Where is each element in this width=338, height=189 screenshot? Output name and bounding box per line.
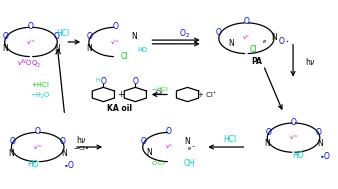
Text: $\mathit{v}^{iv}$: $\mathit{v}^{iv}$ <box>110 37 120 47</box>
Text: $\mathit{v}^{v}$: $\mathit{v}^{v}$ <box>242 34 251 42</box>
Text: $-$H$_2$O: $-$H$_2$O <box>30 91 51 101</box>
Text: O: O <box>112 22 118 31</box>
Text: $\mathit{v}^{iv}$: $\mathit{v}^{iv}$ <box>289 133 298 142</box>
Text: O: O <box>265 128 271 137</box>
Text: N: N <box>229 39 235 48</box>
Text: $\bullet$: $\bullet$ <box>285 39 289 44</box>
Text: O: O <box>291 118 296 127</box>
Text: O$_2$: O$_2$ <box>155 88 164 97</box>
Text: + Cl: + Cl <box>198 91 213 98</box>
Text: $\mathit{v}^{IV}$OQ$_2$: $\mathit{v}^{IV}$OQ$_2$ <box>17 57 41 70</box>
Text: O: O <box>87 32 93 41</box>
Text: $\mathit{v}^{v}$: $\mathit{v}^{v}$ <box>165 143 173 151</box>
Text: O: O <box>132 77 138 86</box>
Text: N: N <box>271 33 277 42</box>
Text: N: N <box>184 137 190 146</box>
Text: O: O <box>166 127 172 136</box>
Text: $\bullet$: $\bullet$ <box>212 90 216 95</box>
Text: KA oil: KA oil <box>107 104 132 113</box>
Text: Cl: Cl <box>120 52 128 61</box>
Text: O$\cdot$Cl: O$\cdot$Cl <box>151 159 165 167</box>
Text: H: H <box>95 78 99 83</box>
Text: OH: OH <box>184 159 195 168</box>
Text: h$\nu$: h$\nu$ <box>76 134 87 145</box>
Text: N: N <box>146 148 152 157</box>
Text: O: O <box>60 137 66 146</box>
Text: N: N <box>317 139 323 148</box>
Text: PA: PA <box>251 57 263 66</box>
Text: N: N <box>131 32 137 41</box>
Text: O: O <box>316 128 322 137</box>
Text: N: N <box>8 149 14 158</box>
Text: HO: HO <box>137 47 147 53</box>
Text: HCl: HCl <box>56 29 70 38</box>
Text: $\bullet$O: $\bullet$O <box>63 159 75 170</box>
Text: O: O <box>279 37 284 46</box>
Text: N: N <box>2 44 8 53</box>
Text: N: N <box>54 44 60 53</box>
Text: O: O <box>9 137 16 146</box>
Text: O: O <box>28 22 34 31</box>
Text: HO: HO <box>27 160 39 169</box>
Text: Cl: Cl <box>250 45 258 54</box>
Text: $+$HCl: $+$HCl <box>31 80 50 89</box>
Text: O: O <box>3 32 9 41</box>
Text: $\mathit{v}^{iv}$: $\mathit{v}^{iv}$ <box>33 142 43 152</box>
Text: HCl: HCl <box>223 135 236 144</box>
Text: O: O <box>53 32 59 41</box>
Text: $-$HCl: $-$HCl <box>151 85 168 93</box>
Text: O: O <box>216 28 222 37</box>
Text: O: O <box>35 127 41 136</box>
Text: O$_2$: O$_2$ <box>179 27 190 40</box>
Text: O: O <box>141 137 147 146</box>
Text: N: N <box>264 139 270 148</box>
Text: HO: HO <box>292 151 304 160</box>
Text: +: + <box>117 90 124 99</box>
Text: N: N <box>61 149 67 158</box>
Text: O: O <box>243 17 249 26</box>
Text: $\mathit{v}^{iv}$: $\mathit{v}^{iv}$ <box>26 37 36 47</box>
Text: O: O <box>100 77 106 86</box>
Text: N: N <box>86 44 92 53</box>
Text: h$\nu$: h$\nu$ <box>305 56 315 67</box>
Text: $e$: $e$ <box>262 38 267 45</box>
Text: $-$Cl$\bullet$: $-$Cl$\bullet$ <box>73 144 90 152</box>
Text: $\bullet$O: $\bullet$O <box>319 150 331 161</box>
Text: $e^-$: $e^-$ <box>187 145 196 153</box>
